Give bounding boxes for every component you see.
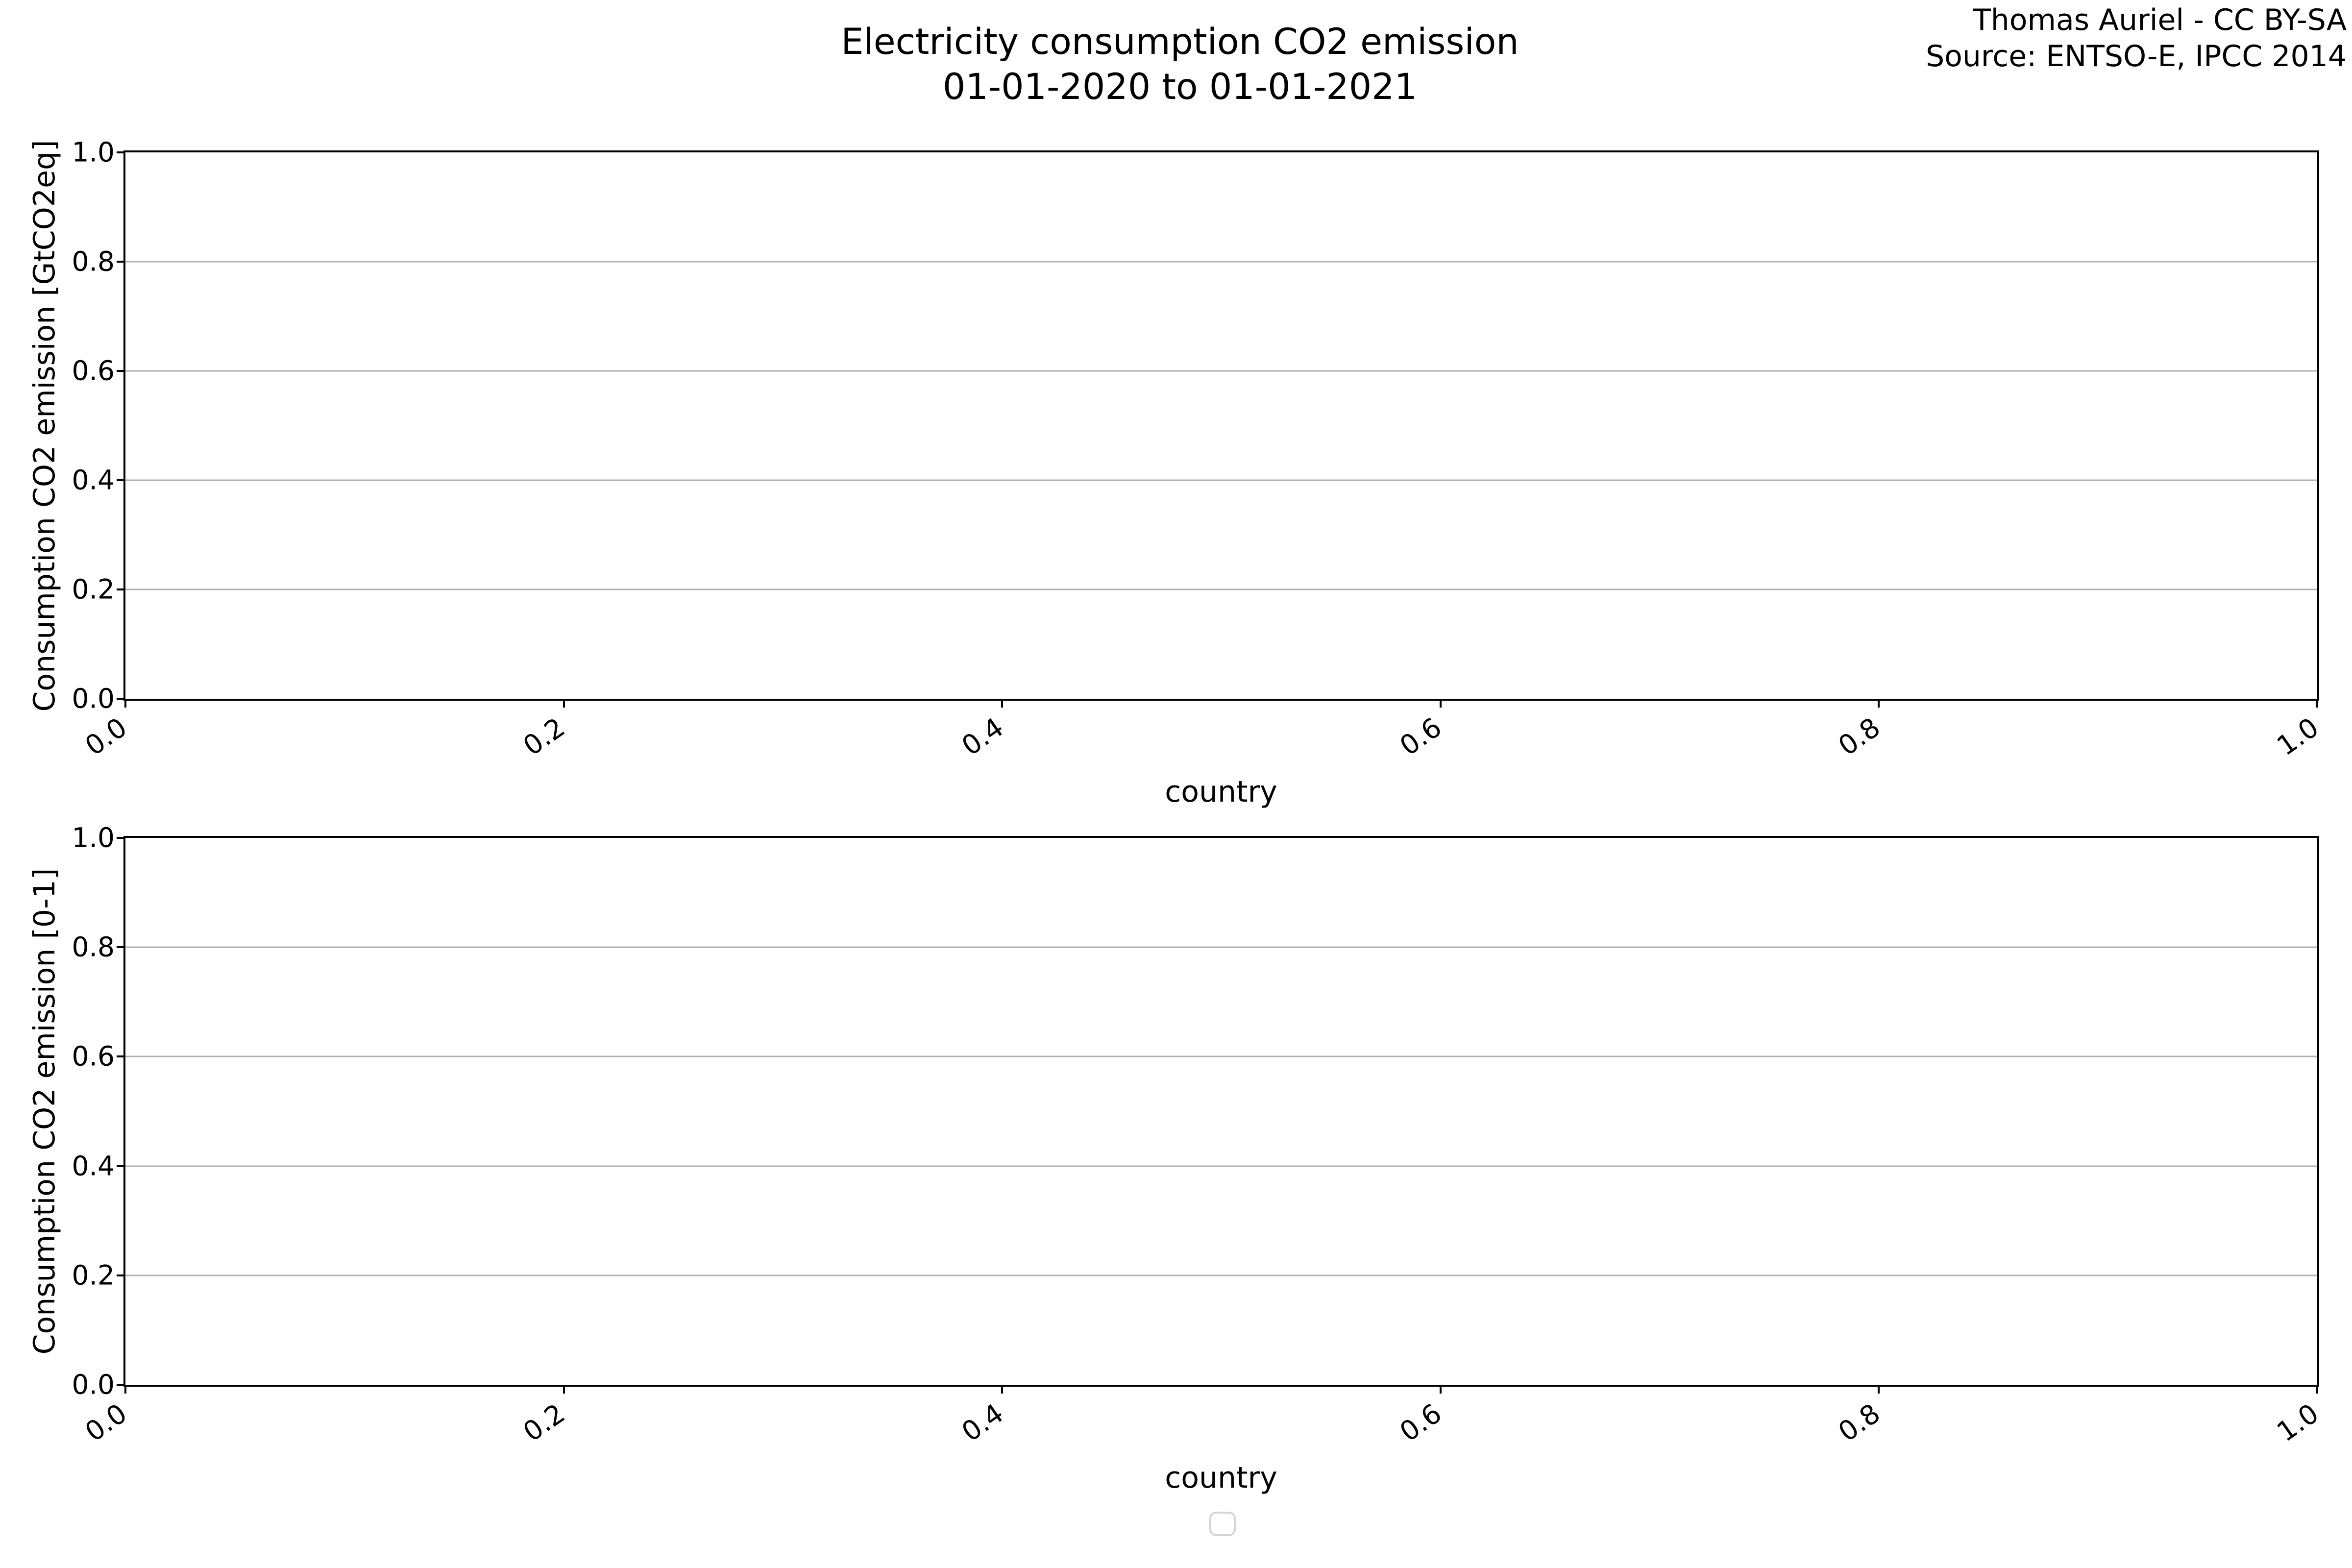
y-tick-label: 0.6	[72, 355, 115, 387]
x-tick-label: 0.6	[1394, 711, 1447, 762]
y-tick-mark	[117, 946, 123, 949]
figure-title: Electricity consumption CO2 emission 01-…	[841, 20, 1519, 110]
x-tick-mark	[2316, 1387, 2318, 1394]
x-tick-label: 0.8	[1832, 1397, 1886, 1448]
x-tick-mark	[563, 1387, 565, 1394]
y-tick-label: 0.2	[72, 1259, 115, 1291]
axes-bottom: Consumption CO2 emission [0-1] 0.0 0.2 0.4…	[27, 824, 2324, 1448]
x-tick-mark	[1001, 701, 1004, 708]
y-tick-label: 0.8	[72, 931, 115, 963]
x-tick-label: 0.4	[956, 711, 1009, 762]
x-tick-label: 0.8	[1832, 711, 1886, 762]
x-axis-label: country	[1165, 775, 1277, 809]
y-tick-label: 0.6	[72, 1040, 115, 1072]
y-tick-mark	[117, 837, 123, 839]
x-tick-label: 0.6	[1394, 1397, 1447, 1448]
credit-source: Source: ENTSO-E, IPCC 2014	[1926, 39, 2347, 74]
y-gridline	[125, 946, 2317, 948]
credit-author: Thomas Auriel - CC BY-SA	[1973, 3, 2347, 37]
y-tick-mark	[117, 370, 123, 372]
y-tick-label: 0.2	[72, 573, 115, 605]
y-gridline	[125, 588, 2317, 590]
x-tick-mark	[1878, 1387, 1880, 1394]
x-tick-mark	[1439, 1387, 1442, 1394]
figure-title-line2: 01-01-2020 to 01-01-2021	[942, 66, 1418, 108]
y-tick-mark	[117, 1055, 123, 1058]
y-tick-mark	[117, 698, 123, 700]
y-gridline	[125, 479, 2317, 481]
x-tick-label: 0.4	[956, 1397, 1009, 1448]
y-tick-mark	[117, 1165, 123, 1167]
y-axis-label: Consumption CO2 emission [0-1]	[27, 868, 62, 1355]
x-tick-label: 0.0	[79, 1397, 132, 1448]
axes-top: Consumption CO2 emission [GtCO2eq] 0.0 0.…	[27, 139, 2324, 762]
x-tick-mark	[1439, 701, 1442, 708]
x-tick-mark	[563, 701, 565, 708]
x-tick-mark	[2316, 701, 2318, 708]
y-gridline	[125, 1274, 2317, 1276]
y-tick-mark	[117, 479, 123, 481]
x-tick-label: 1.0	[2271, 1397, 2324, 1448]
x-tick-mark	[1878, 701, 1880, 708]
y-axis-label: Consumption CO2 emission [GtCO2eq]	[27, 140, 62, 711]
y-tick-label: 0.0	[72, 683, 115, 714]
y-tick-mark	[117, 151, 123, 153]
x-tick-mark	[124, 701, 126, 708]
y-gridline	[125, 261, 2317, 263]
x-axis-label: country	[1165, 1461, 1277, 1495]
x-tick-label: 0.2	[517, 1397, 571, 1448]
x-tick-mark	[124, 1387, 126, 1394]
x-tick-label: 0.2	[517, 711, 571, 762]
y-tick-label: 0.4	[72, 1150, 115, 1182]
y-gridline	[125, 1055, 2317, 1057]
y-tick-mark	[117, 1384, 123, 1386]
credit-text: Thomas Auriel - CC BY-SA Source: ENTSO-E…	[1926, 2, 2347, 74]
y-tick-label: 1.0	[72, 136, 115, 168]
y-gridline	[125, 1165, 2317, 1167]
x-tick-label: 0.0	[79, 711, 132, 762]
y-tick-label: 0.4	[72, 464, 115, 496]
y-tick-mark	[117, 1274, 123, 1276]
y-tick-label: 1.0	[72, 822, 115, 854]
y-tick-label: 0.0	[72, 1369, 115, 1400]
x-tick-label: 1.0	[2271, 711, 2324, 762]
y-tick-mark	[117, 261, 123, 263]
x-tick-mark	[1001, 1387, 1004, 1394]
y-tick-mark	[117, 588, 123, 590]
y-tick-label: 0.8	[72, 245, 115, 277]
figure-title-line1: Electricity consumption CO2 emission	[841, 21, 1519, 63]
empty-legend-box	[1209, 1512, 1236, 1536]
y-gridline	[125, 370, 2317, 372]
